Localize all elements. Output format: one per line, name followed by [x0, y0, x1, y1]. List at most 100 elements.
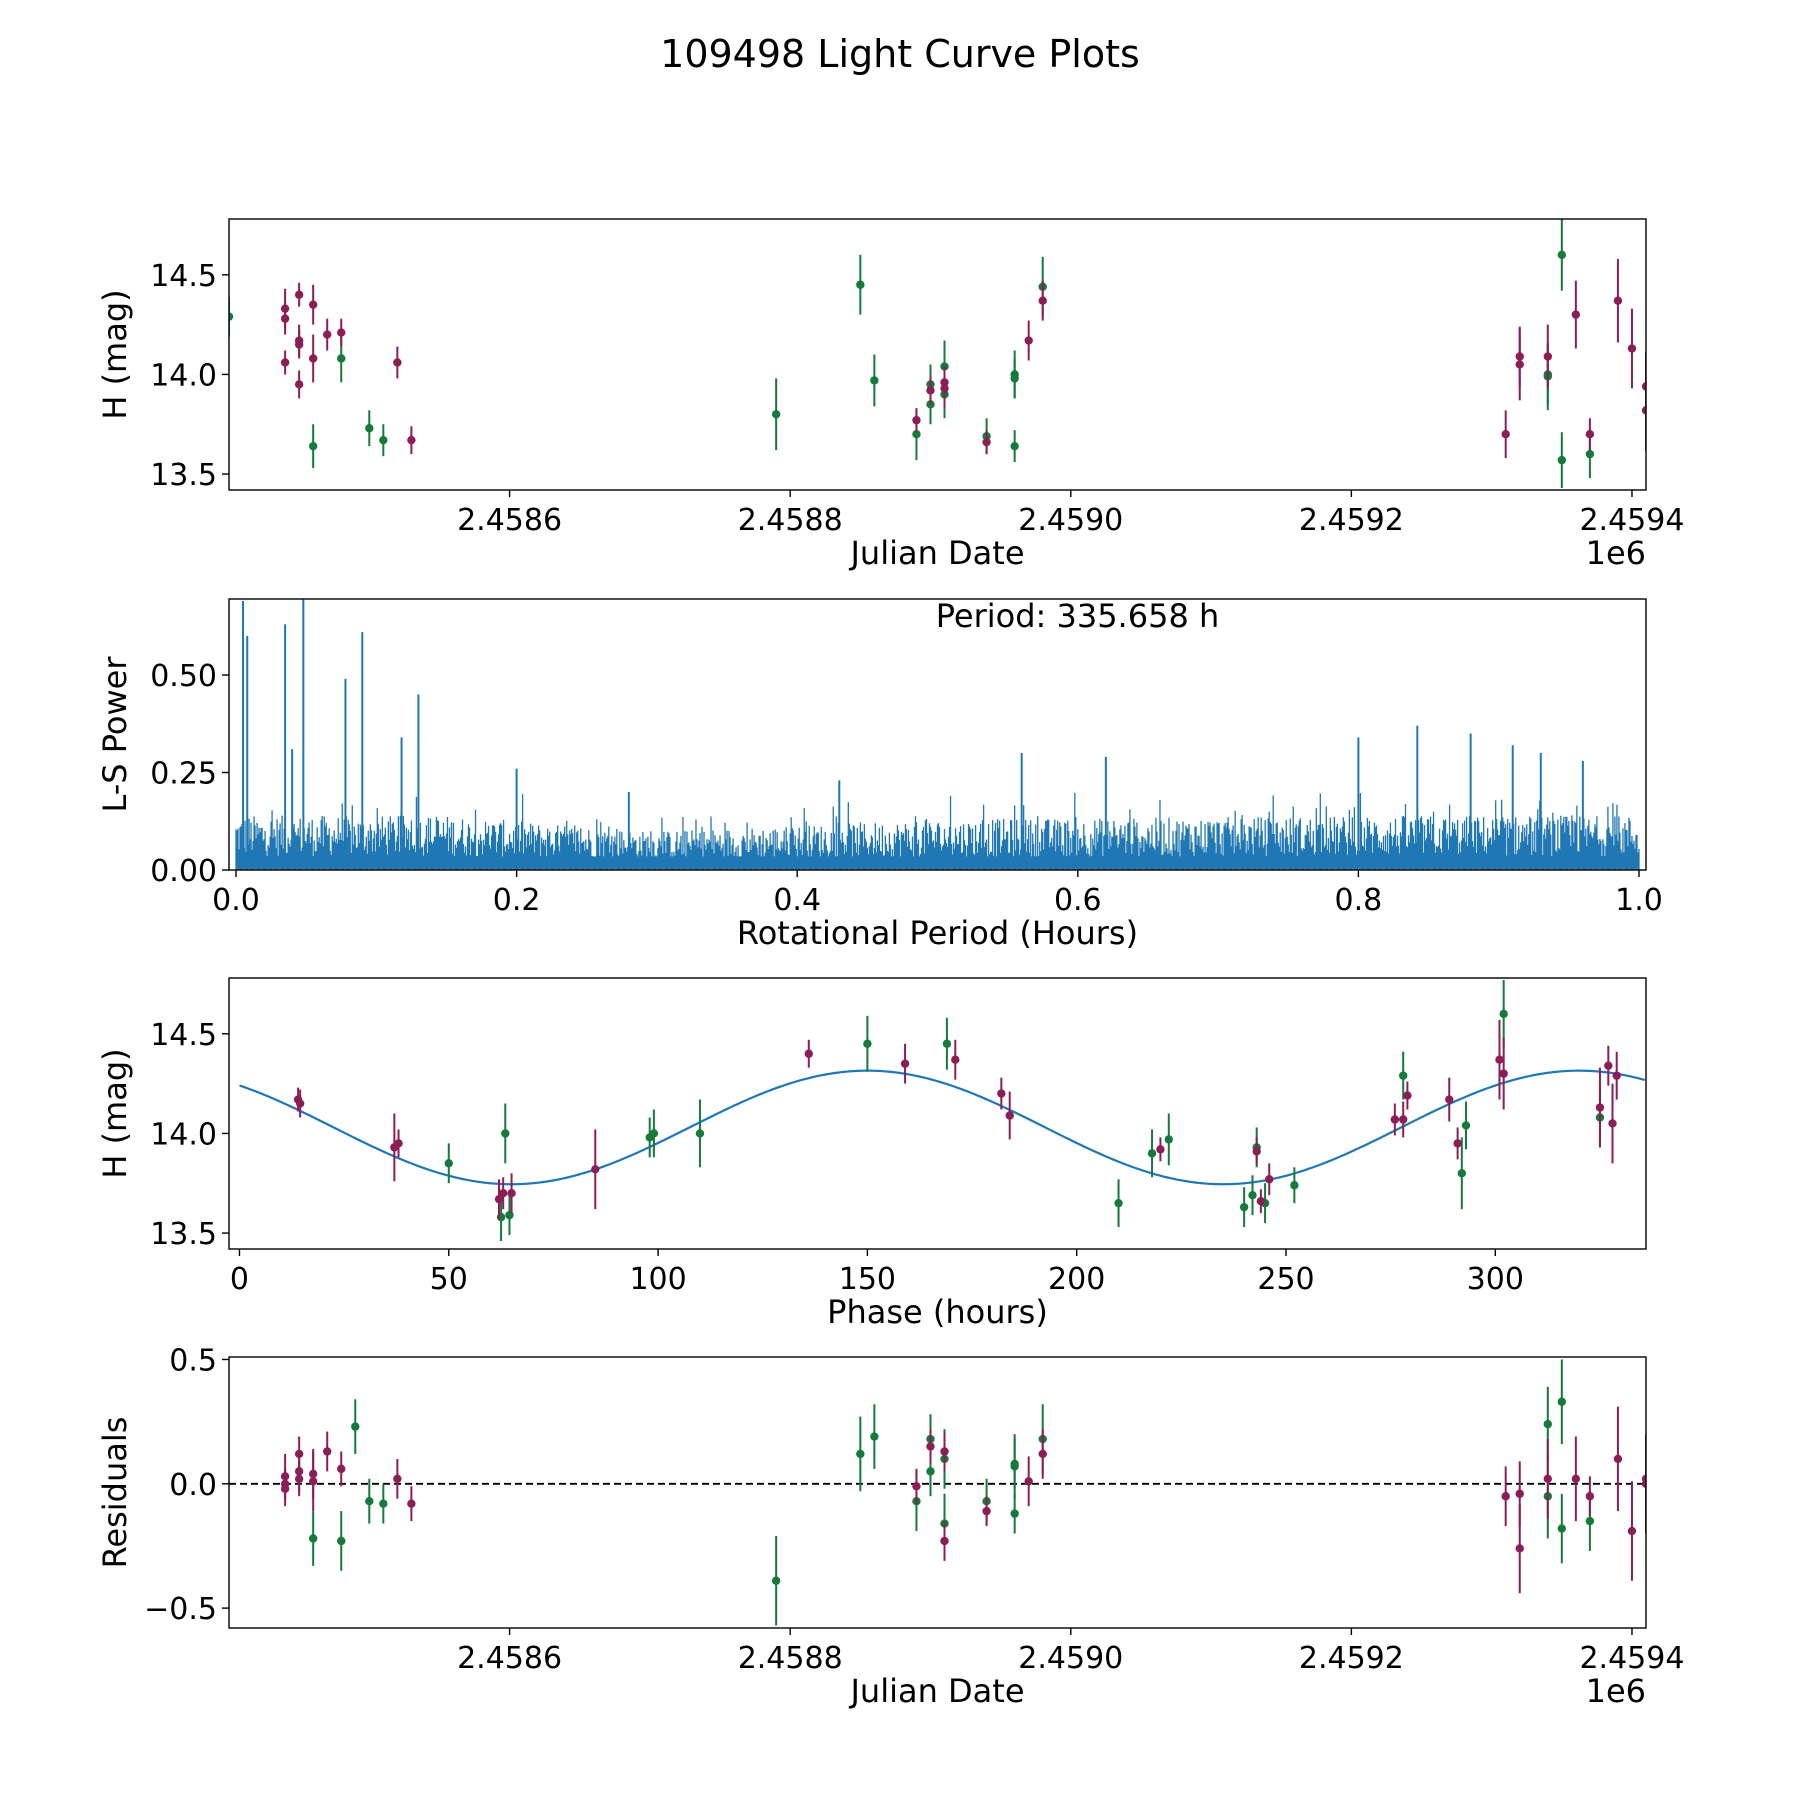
lightcurve-green-point [365, 424, 374, 433]
phased-green-point [501, 1129, 510, 1138]
phased-green-point [1399, 1071, 1408, 1080]
period-annotation: Period: 335.658 h [936, 597, 1220, 635]
periodogram-axes: 0.0 0.2 0.4 0.6 0.8 1.0 0.00 0.25 0.50 Rotational… [96, 597, 1663, 952]
lightcurve-xlabel: Julian Date [848, 534, 1024, 572]
lightcurve-purple-point [1641, 406, 1646, 415]
phased-green-point [863, 1039, 872, 1048]
residuals-green-point [1010, 1459, 1019, 1469]
periodogram-ytick-label: 0.25 [150, 757, 217, 792]
residuals-frame [228, 1356, 1647, 1629]
periodogram-xtick-label: 0.0 [212, 883, 260, 918]
residuals-plot-area [229, 1359, 1646, 1626]
phased-green-point [695, 1129, 705, 1138]
lightcurve-purple-point [294, 380, 304, 389]
periodogram-xtick-label: 0.8 [1335, 883, 1383, 918]
lightcurve-purple-point [1515, 360, 1524, 369]
lightcurve-purple-point [407, 435, 416, 445]
residuals-purple-point [940, 1536, 949, 1546]
phased-purple-point [1265, 1175, 1274, 1184]
phased-ylabel: H (mag) [96, 1048, 134, 1178]
residuals-purple-point [308, 1477, 318, 1486]
phased-green-point [1147, 1149, 1157, 1158]
residuals-green-point [1557, 1397, 1567, 1406]
phased-purple-point [1156, 1145, 1165, 1154]
periodogram-xtick-label: 1.0 [1615, 883, 1663, 918]
lightcurve-xtick-label: 2.4594 [1579, 503, 1684, 538]
residuals-ylabel: Residuals [96, 1417, 134, 1569]
phased-xlabel: Phase (hours) [827, 1293, 1048, 1331]
residuals-purple-point [912, 1482, 921, 1491]
phased-green-point [1290, 1181, 1299, 1190]
lightcurve-purple-point [982, 437, 991, 447]
residuals-purple-point [1515, 1489, 1524, 1498]
phased-xtick-label: 50 [430, 1262, 468, 1297]
phased-purple-point [498, 1189, 508, 1198]
periodogram-xtick-label: 0.2 [493, 883, 541, 918]
lightcurve-plot-area [229, 219, 1646, 489]
phased-ytick-label: 14.5 [150, 1018, 217, 1053]
residuals-green-point [337, 1536, 346, 1546]
residuals-green-point [308, 1534, 318, 1543]
phased-green-point [444, 1159, 453, 1168]
lightcurve-green-point [337, 354, 346, 363]
residuals-ytick-label: 0.0 [169, 1468, 217, 1503]
residuals-purple-point [1038, 1449, 1047, 1459]
phased-ytick-label: 14.0 [150, 1117, 217, 1152]
residuals-purple-point [926, 1442, 935, 1451]
phased-purple-point [1445, 1095, 1454, 1104]
residuals-purple-point [982, 1506, 991, 1516]
lightcurve-ytick-label: 14.0 [150, 358, 217, 393]
phased-purple-point [1403, 1091, 1412, 1100]
lightcurve-xtick-label: 2.4592 [1299, 503, 1404, 538]
phased-green-point [1239, 1202, 1249, 1212]
phased-purple-point [295, 1099, 305, 1108]
lightcurve-purple-point [1571, 310, 1581, 319]
phased-green-point [1457, 1169, 1467, 1178]
phased-xtick-label: 0 [230, 1262, 249, 1297]
lightcurve-green-point [308, 441, 318, 451]
lightcurve-purple-point [940, 378, 949, 387]
periodogram-ytick-label: 0.50 [150, 659, 217, 694]
residuals-green-point [870, 1432, 879, 1441]
residuals-green-point [1585, 1516, 1595, 1526]
lightcurve-purple-point [280, 358, 290, 367]
lightcurve-purple-point [912, 416, 921, 425]
residuals-purple-point [1627, 1526, 1637, 1536]
lightcurve-purple-point [1543, 352, 1552, 361]
periodogram-frame [228, 598, 1647, 871]
phased-xtick-label: 300 [1467, 1262, 1524, 1297]
residuals-purple-point [1501, 1492, 1510, 1501]
phased-purple-point [507, 1189, 516, 1198]
residuals-green-point [1557, 1524, 1567, 1533]
lightcurve-green-point [1557, 250, 1567, 260]
lightcurve-purple-point [393, 358, 402, 367]
phased-xtick-label: 250 [1257, 1262, 1314, 1297]
residuals-purple-point [323, 1447, 332, 1456]
lightcurve-green-point [379, 435, 388, 445]
residuals-ytick-label: 0.5 [169, 1343, 217, 1378]
lightcurve-green-point [1010, 441, 1019, 451]
lightcurve-ylabel: H (mag) [96, 289, 134, 419]
phased-purple-point [1252, 1147, 1261, 1156]
phased-purple-point [591, 1165, 600, 1174]
periodogram-xlabel: Rotational Period (Hours) [737, 914, 1138, 952]
phased-green-point [649, 1129, 659, 1138]
residuals-xtick-label: 2.4586 [457, 1641, 562, 1676]
lightcurve-purple-point [308, 300, 318, 309]
residuals-green-point [926, 1467, 935, 1476]
phased-green-point [1499, 1009, 1508, 1019]
phased-green-point [942, 1039, 952, 1048]
lightcurve-purple-point [1038, 296, 1047, 305]
lightcurve-green-point [870, 376, 879, 385]
phased-green-point [1461, 1121, 1471, 1130]
phased-purple-point [1399, 1115, 1408, 1124]
phased-purple-point [1390, 1115, 1400, 1124]
phased-axes: 0 50 100 150 200 250 300 13.5 14.0 14.5 Phase (hou… [96, 977, 1647, 1331]
lightcurve-green-point [1585, 449, 1595, 459]
residuals-green-point [351, 1422, 360, 1431]
lightcurve-purple-point [1501, 430, 1510, 439]
phased-purple-point [951, 1055, 960, 1064]
residuals-purple-point [940, 1447, 949, 1456]
phased-xtick-label: 150 [839, 1262, 896, 1297]
phased-purple-point [1499, 1069, 1508, 1078]
